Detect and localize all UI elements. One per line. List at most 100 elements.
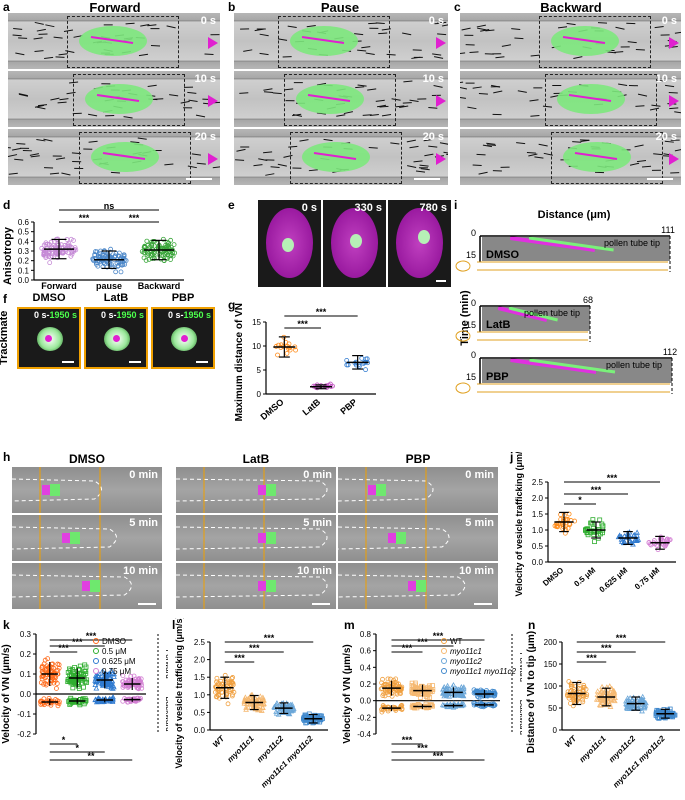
data-point xyxy=(95,670,102,676)
data-point xyxy=(108,696,115,702)
data-point xyxy=(225,701,231,707)
data-point xyxy=(93,260,99,266)
data-point xyxy=(359,355,365,361)
pollen-tube-diagram xyxy=(455,382,670,394)
data-point xyxy=(398,703,404,709)
flow-arrow xyxy=(566,22,576,26)
data-point xyxy=(56,665,62,671)
flow-arrow xyxy=(495,56,505,59)
flow-arrow xyxy=(368,147,378,149)
data-point xyxy=(150,238,156,244)
data-point xyxy=(111,673,117,679)
data-point xyxy=(104,678,111,684)
data-point xyxy=(426,705,432,710)
flow-arrow xyxy=(196,162,206,165)
flow-arrow xyxy=(461,27,471,31)
data-point xyxy=(487,690,492,696)
data-point xyxy=(290,705,297,711)
anisotropy-axis xyxy=(313,152,357,160)
data-point xyxy=(216,692,221,698)
data-point xyxy=(230,692,235,697)
flow-arrow xyxy=(235,159,245,161)
region-box xyxy=(73,74,185,126)
flow-arrow xyxy=(357,49,367,52)
kymo-max-distance: 112 xyxy=(663,347,677,357)
flow-arrow xyxy=(627,41,637,44)
flow-arrow xyxy=(125,22,135,25)
panel-h-time: 10 min xyxy=(459,565,494,577)
data-point xyxy=(120,682,126,688)
panel-l-ylabel: Velocity of vesicle trafficking (μm/s) xyxy=(174,618,184,769)
panel-d-label: d xyxy=(3,198,11,212)
category-label: 0.75 μM xyxy=(633,565,662,591)
data-point xyxy=(627,538,633,544)
panel-e-frame: 780 s xyxy=(388,200,451,287)
category-label: Backward xyxy=(138,281,181,291)
anisotropy-axis xyxy=(562,36,606,44)
vegetative-nucleus xyxy=(376,484,386,496)
data-point xyxy=(243,700,250,706)
data-point xyxy=(608,686,615,692)
vegetative-nucleus xyxy=(70,532,80,544)
panel-i-xlabel: Distance (μm) xyxy=(538,209,611,221)
scale-bar xyxy=(414,178,440,180)
time-start: 0 s xyxy=(33,310,47,320)
panel-c-title: Backward xyxy=(540,0,602,15)
panel-c-frame: 20 s xyxy=(460,129,681,185)
legend-entry: myo11c1 myo11c2 xyxy=(450,667,517,676)
data-point xyxy=(52,247,58,253)
significance-label: *** xyxy=(586,653,597,663)
flow-arrow xyxy=(110,171,120,174)
data-point xyxy=(213,684,218,690)
data-point xyxy=(444,690,450,697)
flow-arrow xyxy=(164,163,174,166)
data-point xyxy=(249,691,256,698)
flow-arrow xyxy=(306,24,316,28)
vegetative-nucleus xyxy=(266,580,276,592)
data-point xyxy=(116,250,122,256)
flow-arrow xyxy=(18,93,28,97)
data-point xyxy=(626,702,633,708)
data-point xyxy=(48,678,54,684)
y-tick-label: 0 xyxy=(257,390,262,399)
panel-h-time: 10 min xyxy=(297,565,332,577)
panel-h-title: LatB xyxy=(242,452,270,466)
y-tick-label: 150 xyxy=(544,660,558,669)
data-point xyxy=(102,254,108,259)
flow-arrow xyxy=(674,149,681,152)
data-point xyxy=(83,670,89,676)
sperm-cell xyxy=(388,533,396,543)
panel-m-label: m xyxy=(344,618,355,632)
y-tick-label: 1.5 xyxy=(194,673,206,682)
data-point xyxy=(670,714,676,720)
data-point xyxy=(623,704,630,710)
flow-arrow xyxy=(674,111,681,114)
significance-label: *** xyxy=(433,631,444,641)
region-box xyxy=(278,16,390,68)
data-point xyxy=(138,696,144,701)
flow-arrow xyxy=(419,164,429,167)
y-tick-label: -0.1 xyxy=(17,710,31,719)
y-tick-label: 0.1 xyxy=(18,266,30,275)
category-label: DMSO xyxy=(541,566,565,588)
scale-bar xyxy=(186,178,212,180)
flow-arrow xyxy=(287,25,297,28)
data-point xyxy=(70,685,76,691)
flow-arrow xyxy=(336,114,346,117)
data-point xyxy=(275,352,280,358)
flow-arrow xyxy=(530,54,540,57)
trackmate-label: Trackmate xyxy=(0,310,10,365)
pollen-tube-outline xyxy=(176,574,328,598)
flow-arrow xyxy=(57,101,67,104)
flow-arrow xyxy=(395,105,405,108)
panel-b-frame: 0 s xyxy=(234,13,448,69)
vn-trace xyxy=(529,358,616,374)
track-path xyxy=(113,335,120,342)
category-label: WT xyxy=(563,733,579,749)
flow-arrow xyxy=(516,142,526,145)
flow-arrow xyxy=(528,153,538,157)
flow-arrow xyxy=(263,88,273,91)
data-point xyxy=(46,242,52,247)
flow-arrow xyxy=(8,154,18,158)
significance-label: *** xyxy=(316,307,327,317)
